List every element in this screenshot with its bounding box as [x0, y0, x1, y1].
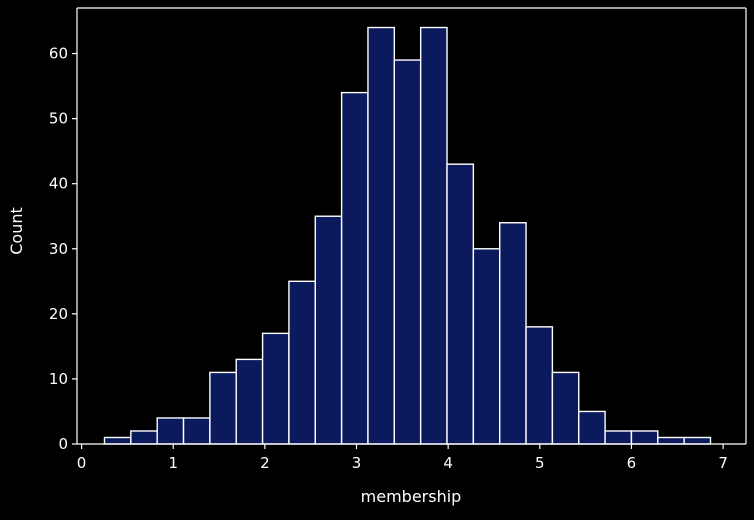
histogram-bar: [103, 436, 132, 445]
histogram-bar: [551, 371, 580, 445]
histogram-bar: [472, 248, 501, 445]
x-ticks: 0 1 2 3 4 5 6 7: [77, 444, 728, 472]
histogram-bar: [578, 410, 606, 445]
histogram-bar: [314, 215, 343, 445]
y-tick-label: 60: [49, 45, 68, 63]
x-tick-label: 3: [352, 454, 362, 472]
x-tick-label: 2: [260, 454, 270, 472]
histogram-bar: [156, 417, 185, 445]
x-axis-label: membership: [361, 487, 462, 506]
y-tick-label: 20: [49, 305, 68, 323]
histogram-bar: [683, 436, 712, 445]
histogram-bar: [340, 91, 369, 445]
y-tick-label: 30: [49, 240, 68, 258]
histogram-bar: [182, 417, 211, 445]
x-tick-label: 7: [718, 454, 728, 472]
x-tick-label: 4: [443, 454, 453, 472]
x-tick-label: 0: [77, 454, 87, 472]
histogram-bar: [604, 430, 633, 445]
bars-group: [103, 26, 712, 445]
y-tick-label: 40: [49, 175, 68, 193]
histogram-bar: [525, 326, 554, 445]
histogram-bar: [393, 59, 422, 445]
x-tick-label: 6: [627, 454, 637, 472]
histogram-bar: [209, 371, 237, 445]
x-tick-label: 1: [168, 454, 178, 472]
histogram-bar: [288, 280, 316, 445]
histogram-bar: [630, 430, 659, 445]
histogram-bar: [419, 26, 448, 445]
histogram-bar: [261, 332, 290, 445]
y-tick-label: 0: [58, 435, 68, 453]
y-tick-label: 10: [49, 370, 68, 388]
histogram-bar: [499, 222, 527, 445]
histogram-bar: [130, 430, 158, 445]
histogram-bar: [446, 163, 475, 445]
histogram-bar: [657, 436, 685, 445]
y-ticks: 0 10 20 30 40 50 60: [49, 45, 77, 453]
y-tick-label: 50: [49, 110, 68, 128]
x-tick-label: 5: [535, 454, 545, 472]
y-axis-label: Count: [7, 207, 26, 255]
histogram-bar: [367, 26, 396, 445]
histogram-bar: [235, 358, 264, 445]
